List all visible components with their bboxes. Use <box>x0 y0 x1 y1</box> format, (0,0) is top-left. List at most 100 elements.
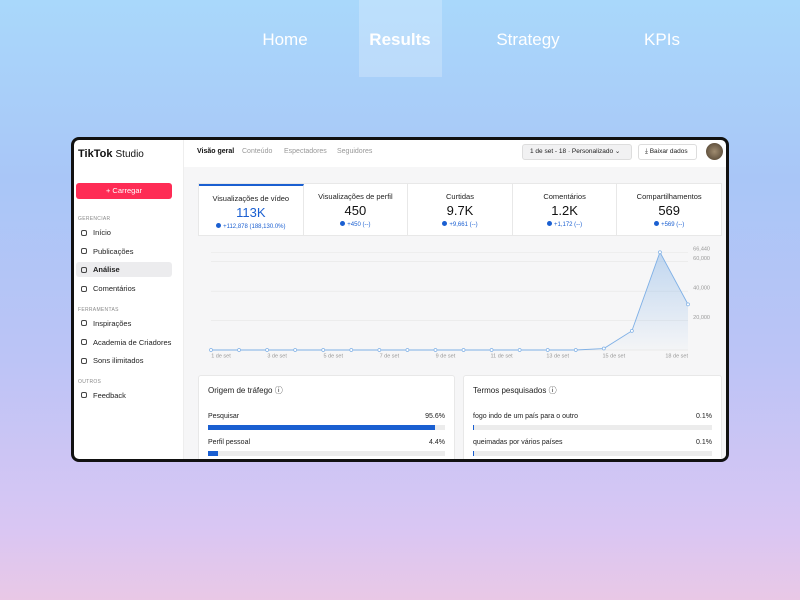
metric-label: Compartilhamentos <box>636 192 702 201</box>
row-name: Pesquisar <box>208 413 240 420</box>
x-tick-label: 15 de set <box>603 353 626 359</box>
delta-text: +112,878 (188,130.0%) <box>223 224 286 230</box>
y-tick-label: 20,000 <box>693 315 710 321</box>
icon <box>81 320 87 327</box>
logo: TikTok Studio <box>78 148 144 160</box>
x-tick-label: 5 de set <box>323 353 343 359</box>
point <box>686 302 690 307</box>
metric-delta: +112,878 (188,130.0%) <box>199 223 303 230</box>
point <box>573 348 578 352</box>
delta-icon <box>442 221 448 226</box>
icon <box>81 248 87 255</box>
divider <box>183 140 184 459</box>
terms-panel: Termos pesquisados ⓘ fogo indo de um país… <box>463 375 722 459</box>
icon <box>81 266 87 273</box>
delta-icon <box>546 221 552 226</box>
nav-item[interactable]: KPIs <box>644 30 680 49</box>
metric-delta: +569 (--) <box>617 221 721 228</box>
metric-card[interactable]: Curtidas 9.7K +9,661 (--) <box>408 184 513 235</box>
sidebar-item[interactable]: Inspirações <box>76 316 172 331</box>
tab[interactable]: Visão geral <box>197 148 235 155</box>
line-chart: 20,000 40,000 60,000 66,440 1 de set 3 de set… <box>209 247 710 359</box>
point <box>349 348 354 352</box>
y-tick-label: 60,000 <box>693 256 710 262</box>
row-value: 0.1% <box>696 439 712 446</box>
date-picker[interactable]: 1 de set - 18 · Personalizado ⌄ <box>522 144 632 160</box>
sidebar-label: Academia de Criadores <box>93 337 172 347</box>
icon <box>81 392 87 399</box>
sidebar-item[interactable]: Início <box>76 225 172 240</box>
sidebar-item[interactable]: Análise <box>76 262 172 278</box>
app-window: TikTok Studio + Carregar 1 de set - 18 ·… <box>71 137 729 462</box>
sidebar-item[interactable]: Feedback <box>76 388 172 403</box>
metric-card[interactable]: Compartilhamentos 569 +569 (--) <box>617 184 721 235</box>
point <box>601 346 606 351</box>
sidebar-heading: GERENCIAR <box>78 216 111 222</box>
point <box>377 348 382 352</box>
metric-value: 569 <box>658 203 681 218</box>
tab[interactable]: Seguidores <box>337 148 373 155</box>
nav-highlight <box>359 0 442 77</box>
metric-delta: +9,661 (--) <box>408 221 512 228</box>
row-value: 95.6% <box>425 413 445 420</box>
panel-title: Origem de tráfego ⓘ <box>208 386 283 395</box>
nav-item[interactable]: Strategy <box>496 30 560 49</box>
metric-delta: +1,172 (--) <box>513 221 617 228</box>
row-name: queimadas por vários países <box>473 439 563 446</box>
metric-label: Comentários <box>543 192 586 201</box>
traffic-panel: Origem de tráfego ⓘ Pesquisar 95.6% Perfil … <box>198 375 455 459</box>
nav-item[interactable]: Home <box>262 30 308 49</box>
tab[interactable]: Espectadores <box>284 148 327 155</box>
tab[interactable]: Conteúdo <box>242 148 273 155</box>
point <box>265 348 269 352</box>
download-button[interactable]: ⤓ Baixar dados <box>638 144 697 160</box>
sidebar-item[interactable]: Publicações <box>76 244 172 259</box>
logo-suffix: Studio <box>115 149 144 160</box>
y-tick-label: 66,440 <box>693 247 710 253</box>
point <box>237 348 241 352</box>
metric-value: 9.7K <box>446 203 474 218</box>
bar <box>208 425 435 430</box>
row-name: Perfil pessoal <box>208 439 251 446</box>
x-tick-label: 7 de set <box>380 353 400 359</box>
sidebar-label: Comentários <box>93 284 136 294</box>
point <box>209 348 213 352</box>
point <box>545 348 550 352</box>
sidebar-label: Inspirações <box>93 318 132 328</box>
area <box>211 252 688 350</box>
date-range: 1 de set - 18 · Personalizado <box>530 148 614 155</box>
avatar[interactable] <box>706 143 723 160</box>
point <box>405 348 410 352</box>
sidebar-heading: OUTROS <box>78 378 102 385</box>
metric-card[interactable]: Visualizações de vídeo 113K +112,878 (188,… <box>199 184 304 235</box>
delta-icon <box>654 221 660 226</box>
sidebar-label: Início <box>93 228 111 237</box>
x-tick-label: 18 de set <box>665 353 688 359</box>
row-name: fogo indo de um país para o outro <box>473 413 579 420</box>
bar-track <box>208 425 445 430</box>
metric-card[interactable]: Comentários 1.2K +1,172 (--) <box>513 184 618 235</box>
metric-value: 113K <box>236 205 266 220</box>
sidebar-label: Publicações <box>93 246 134 256</box>
sidebar-label: Análise <box>93 265 120 275</box>
x-tick-label: 13 de set <box>546 353 569 359</box>
metric-delta: +450 (--) <box>304 221 408 228</box>
metric-card[interactable]: Visualizações de perfil 450 +450 (--) <box>304 184 409 235</box>
delta-text: +1,172 (--) <box>553 222 583 228</box>
point <box>517 348 522 352</box>
x-tick-label: 9 de set <box>436 353 456 359</box>
upload-button[interactable]: + Carregar <box>76 183 172 199</box>
metric-label: Curtidas <box>446 192 474 201</box>
x-tick-label: 11 de set <box>490 353 513 359</box>
sidebar-item[interactable]: Sons ilimitados <box>76 353 172 368</box>
delta-text: +9,661 (--) <box>449 222 478 228</box>
metric-value: 450 <box>344 203 367 218</box>
sidebar-item[interactable]: Academia de Criadores <box>76 335 172 350</box>
delta-text: +569 (--) <box>661 222 685 228</box>
nav-item[interactable]: Results <box>369 30 431 49</box>
sidebar-heading: FERRAMENTAS <box>78 306 119 313</box>
icon <box>81 339 87 345</box>
icon <box>81 285 87 292</box>
sidebar-item[interactable]: Comentários <box>76 281 172 296</box>
point <box>658 250 662 255</box>
